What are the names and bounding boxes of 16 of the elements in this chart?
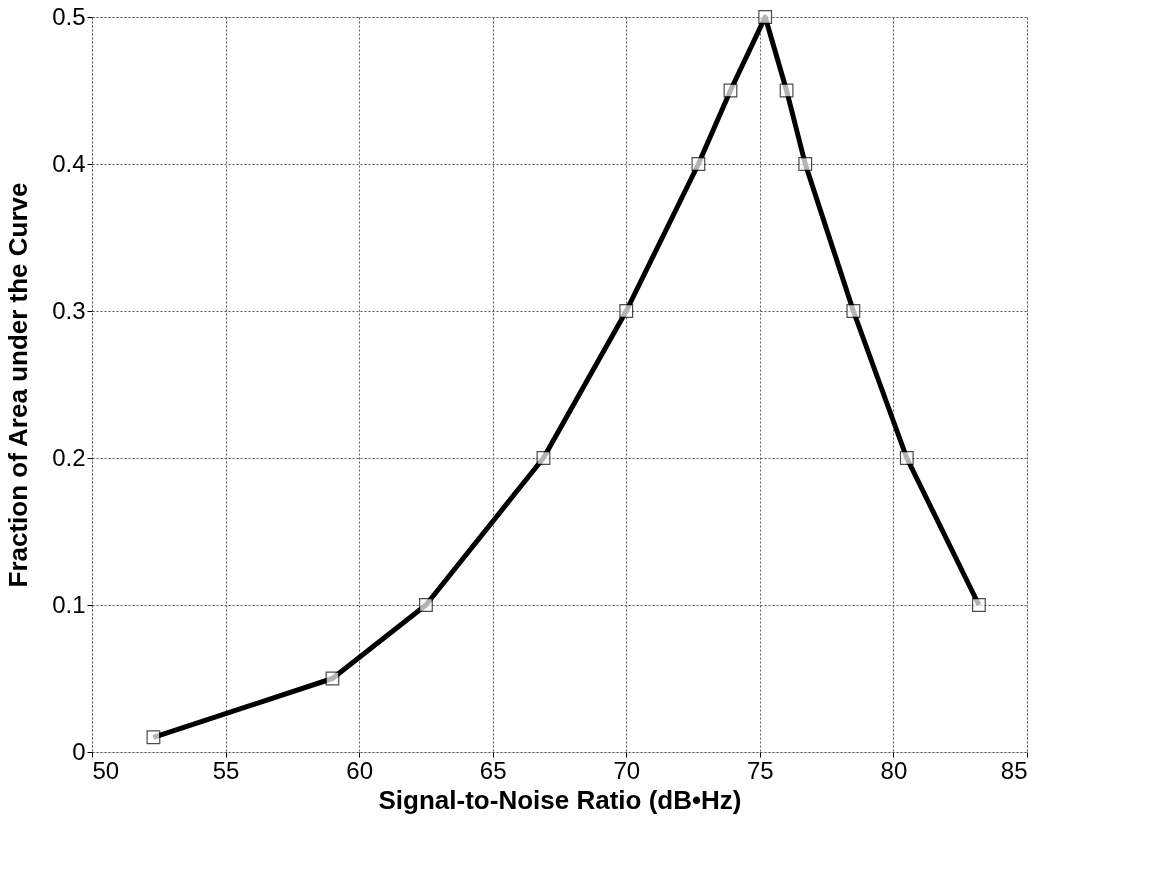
y-tick-label: 0 bbox=[72, 737, 86, 765]
y-tick-label: 0.1 bbox=[52, 590, 86, 618]
x-tick-label: 75 bbox=[747, 756, 774, 784]
x-tick-label: 60 bbox=[346, 756, 373, 784]
x-tick-label: 85 bbox=[1000, 756, 1028, 784]
x-tick-label: 80 bbox=[880, 756, 908, 784]
y-tick-label: 0.3 bbox=[52, 296, 86, 324]
x-axis-title: Signal-to-Noise Ratio (dB•Hz) bbox=[378, 784, 742, 815]
x-tick-label: 55 bbox=[212, 756, 240, 784]
y-tick-label: 0.2 bbox=[52, 443, 86, 471]
x-tick-label: 70 bbox=[613, 756, 641, 784]
x-tick-label: 65 bbox=[479, 756, 507, 784]
x-tick-label: 50 bbox=[92, 756, 120, 784]
y-axis-title: Fraction of Area under the Curve bbox=[3, 182, 34, 588]
y-tick-label: 0.5 bbox=[52, 2, 86, 30]
y-tick-label: 0.4 bbox=[52, 149, 86, 177]
